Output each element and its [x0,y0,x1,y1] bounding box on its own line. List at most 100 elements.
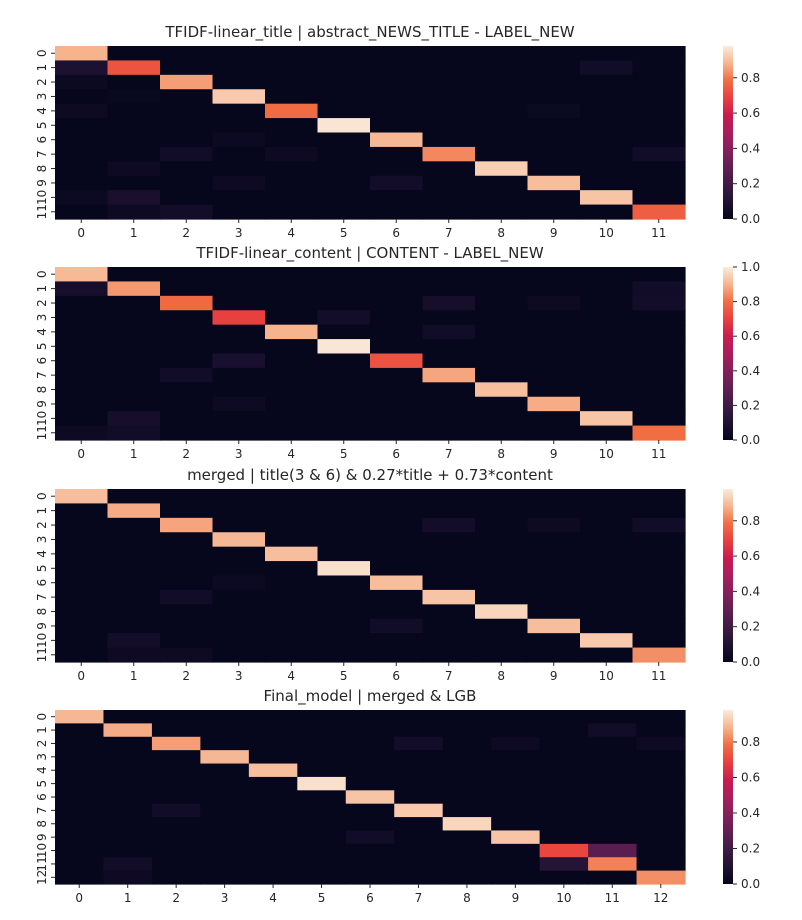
heatmap-cell [200,830,250,845]
y-tick-label: 8 [35,386,49,394]
heatmap-cell [394,830,444,845]
heatmap-cell [394,790,444,805]
x-tick-label: 6 [392,447,400,461]
heatmap-cell [297,763,347,778]
heatmap-cell [107,489,161,505]
heatmap-cell [370,396,424,412]
heatmap-cell [160,46,214,62]
y-tick-label: 9 [35,400,49,408]
heatmap-cell [160,604,214,620]
heatmap-cell [345,817,395,832]
heatmap-cell [632,411,686,427]
heatmap-cell [103,776,153,791]
heatmap-cell [580,146,634,162]
heatmap-cell [212,489,266,505]
heatmap-cell [55,281,109,297]
heatmap-cell [632,367,686,383]
heatmap-cell [491,843,541,858]
heatmap-cell [265,382,319,398]
x-tick-label: 5 [340,669,348,683]
heatmap-panel-0: TFIDF-linear_title | abstract_NEWS_TITLE… [35,23,760,240]
heatmap-cell [297,803,347,818]
heatmap-cell [422,647,476,663]
heatmap-cell [160,204,214,220]
heatmap-cell [55,589,109,605]
heatmap-cell [212,396,266,412]
heatmap-cell [55,382,109,398]
heatmap-cell [160,74,214,90]
y-tick-label: 0 [35,49,49,57]
heatmap-cell [212,503,266,519]
heatmap-cell [475,604,529,620]
heatmap-cell [107,118,161,134]
heatmap-cell [248,803,298,818]
heatmap-cell [422,396,476,412]
heatmap-cell [491,763,541,778]
heatmap-cell [55,604,109,620]
heatmap-cell [422,618,476,634]
heatmap-cell [151,830,201,845]
heatmap-cell [160,411,214,427]
heatmap-cell [588,763,638,778]
y-tick-label: 1 [35,726,49,734]
heatmap-cell [475,532,529,548]
heatmap-cell [151,857,201,872]
chart-title: Final_model | merged & LGB [264,687,477,706]
heatmap-cell [527,575,581,591]
heatmap-cell [527,396,581,412]
heatmap-cell [55,310,109,326]
heatmap-cell [580,353,634,369]
heatmap-cell [370,60,424,76]
heatmap-cell [636,830,686,845]
heatmap-cell [55,295,109,311]
x-tick-label: 0 [77,226,85,240]
heatmap-cell [265,281,319,297]
heatmap-cell [212,161,266,177]
heatmap-cell [370,146,424,162]
y-tick-label: 2 [35,78,49,86]
heatmap-cell [345,723,395,738]
y-tick-label: 7 [35,150,49,158]
y-tick-label: 1 [35,507,49,515]
heatmap-cell [422,589,476,605]
heatmap-cell [636,776,686,791]
heatmap-cell [370,517,424,533]
heatmap-cell [317,353,371,369]
heatmap-cell [475,310,529,326]
heatmap-cell [580,204,634,220]
heatmap-cell [265,353,319,369]
heatmap-cell [107,604,161,620]
heatmap-cell [212,74,266,90]
heatmap-cell [527,589,581,605]
heatmap-cell [160,396,214,412]
heatmap-cell [475,190,529,206]
y-tick-label: 9 [35,622,49,630]
heatmap-cell [442,763,492,778]
heatmap-cell [160,382,214,398]
heatmap-cell [422,633,476,649]
heatmap-cell [491,830,541,845]
heatmap-cell [632,589,686,605]
heatmap-cell [160,89,214,105]
heatmap-cell [200,817,250,832]
heatmap-cell [317,382,371,398]
heatmap-cell [475,575,529,591]
y-tick-label: 11 [35,204,49,219]
x-tick-label: 4 [269,891,277,905]
heatmap-cell [475,204,529,220]
heatmap-cell [107,532,161,548]
heatmap-cell [527,74,581,90]
heatmap-cell [160,561,214,577]
colorbar-tick-label: 0.2 [741,620,760,634]
heatmap-cell [107,503,161,519]
heatmap-cell [636,750,686,765]
heatmap-cell [632,161,686,177]
heatmap-cell [539,790,589,805]
heatmap-cell [580,618,634,634]
heatmap-cell [422,204,476,220]
heatmap-cell [212,618,266,634]
heatmap-cell [636,710,686,724]
heatmap-cell [107,175,161,191]
heatmap-cell [580,175,634,191]
heatmap-cell [265,633,319,649]
